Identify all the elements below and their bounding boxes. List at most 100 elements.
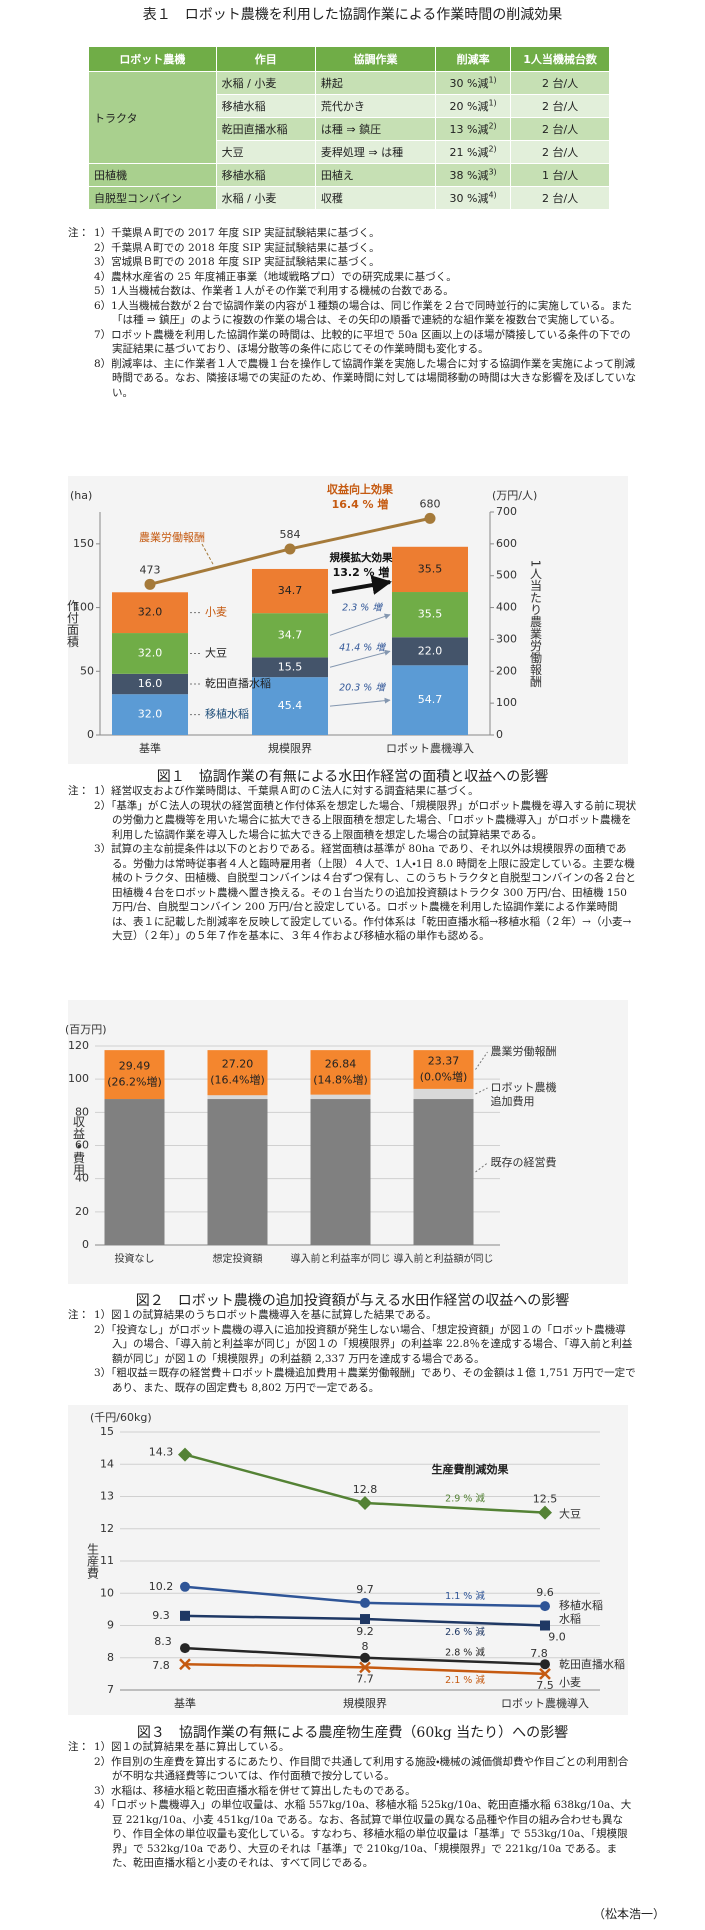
bar-segment: [252, 613, 328, 658]
note-item: 2）千葉県Ａ町での 2018 年度 SIP 実証試験結果に基づく。: [94, 241, 380, 254]
table-header-cell: 作目: [215, 46, 316, 72]
leader-line: [201, 543, 215, 567]
line-marker: [539, 1667, 551, 1680]
rate-cell: 30 %減4): [435, 186, 512, 210]
data-label: 9.0: [548, 1631, 566, 1644]
line-marker: [179, 1658, 191, 1671]
bar-segment: [104, 1099, 165, 1245]
y-tick-label: 120: [68, 1039, 89, 1052]
series-label: 小麦: [559, 1676, 581, 1689]
data-label: 10.2: [149, 1580, 174, 1593]
note-item: 2）「基準」がＣ法人の現状の経営面積と作付体系を想定した場合、「規模限界」がロボ…: [94, 799, 637, 841]
y-tick-label: 80: [75, 1105, 89, 1118]
bar-segment: [392, 637, 468, 666]
data-label: 8: [362, 1640, 369, 1653]
y2-unit: (万円/人): [492, 489, 537, 502]
bar-segment: [310, 1094, 371, 1100]
data-label: 9.2: [356, 1625, 374, 1638]
table-header-cell: 協調作業: [314, 46, 437, 72]
line-marker: [178, 1447, 192, 1462]
bar-segment: [310, 1050, 371, 1095]
change-label: (0.0%増): [420, 1071, 468, 1084]
bar-segment: [112, 592, 188, 634]
notes-label: 注：: [68, 227, 89, 239]
rate: 30 %減: [449, 192, 489, 205]
change-label: 2.8 % 減: [445, 1646, 485, 1658]
bar-segment: [207, 1095, 268, 1100]
annotation: 41.4 % 増: [339, 643, 386, 654]
y2-tick-label: 300: [496, 632, 517, 645]
y2-axis-title: 1人当たり農業労働報酬: [529, 560, 543, 688]
work-cell: は種 ⇒ 鎮圧: [314, 117, 437, 141]
table-row: 移植水稲 荒代かき 20 %減1) 2 台/人: [89, 94, 610, 118]
y-tick-label: 0: [82, 1238, 89, 1251]
rate-ref: 1): [488, 75, 497, 85]
bar-segment: [392, 665, 468, 735]
units-cell: 2 台/人: [510, 186, 610, 210]
y-tick-label: 20: [75, 1205, 89, 1218]
data-label: 12.5: [533, 1493, 558, 1506]
bar-segment: [413, 1050, 474, 1089]
work-cell: 収穫: [314, 186, 437, 210]
note-item: 4）農林水産省の 25 年度補正事業（地域戦略プロ）での研究成果に基づく。: [94, 270, 457, 283]
change-label: 2.1 % 減: [445, 1674, 485, 1686]
crop-cell: 乾田直播水稲: [215, 117, 316, 141]
annotation: 20.3 % 増: [339, 683, 386, 694]
data-label: 34.7: [278, 584, 303, 597]
rate: 30 %減: [449, 77, 489, 90]
y2-tick-label: 200: [496, 664, 517, 677]
y-tick-label: 9: [107, 1619, 114, 1632]
y-axis-title: 作付面積: [66, 599, 80, 648]
note-item: 1）千葉県Ａ町での 2017 年度 SIP 実証試験結果に基づく。: [94, 227, 380, 239]
table-row: 大豆 麦稈処理 ⇒ は種 21 %減2) 2 台/人: [89, 140, 610, 164]
data-label: 12.8: [353, 1483, 378, 1496]
notes: 注： 1）千葉県Ａ町での 2017 年度 SIP 実証試験結果に基づく。 2）千葉県…: [68, 226, 638, 400]
note-item: 2）「投資なし」がロボット農機の導入に追加投資額が発生しない場合、「想定投資額」…: [94, 1323, 633, 1365]
data-label: 7.8: [530, 1647, 548, 1660]
y-tick-label: 100: [68, 1072, 89, 1085]
note-item: 3）水稲は、移植水稲と乾田直播水稲を併せて算出したものである。: [94, 1784, 416, 1797]
annotation: 16.4 % 増: [332, 497, 389, 511]
series-label: 移植水稲: [205, 707, 249, 721]
y2-tick-label: 500: [496, 569, 517, 582]
data-label: 9.7: [356, 1583, 374, 1596]
data-label: 35.5: [418, 608, 443, 621]
figure-caption: 図３ 協調作業の有無による農産物生産費（60kg 当たり）への影響: [136, 1725, 569, 1741]
data-label: 54.7: [418, 693, 443, 706]
x-tick-label: 規模限界: [268, 741, 312, 755]
crop-cell: 移植水稲: [215, 94, 316, 118]
change-label: 2.6 % 減: [445, 1626, 485, 1638]
leader-line: [475, 1051, 488, 1070]
x-tick-label: 基準: [174, 1696, 196, 1710]
rate-ref: 2): [488, 121, 497, 131]
bar-segment: [392, 592, 468, 638]
note-item: 3）試算の主な前提条件は以下のとおりである。経営面積は基準が 80ha であり、…: [94, 843, 636, 942]
scale-effect-arrow: [331, 575, 392, 595]
data-label: 32.0: [138, 606, 163, 619]
y-axis-title: 収益・費用: [72, 1115, 86, 1176]
rate: 20 %減: [449, 100, 489, 113]
work-cell: 麦稈処理 ⇒ は種: [314, 140, 437, 164]
data-label: 26.84: [325, 1057, 357, 1070]
note-item: 7）ロボット農機を利用した協調作業の時間は、比較的に平坦で 50a 区画以上のほ…: [94, 328, 631, 356]
crop-cell: 水稲 / 小麦: [215, 71, 316, 95]
work-cell: 荒代かき: [314, 94, 437, 118]
rate-ref: 3): [488, 167, 497, 177]
note-item: 2）作目別の生産費を算出するにあたり、作目間で共通して利用する施設・機械の減価償…: [94, 1755, 629, 1783]
note-item: 1）経営収支および作業時間は、千葉県Ａ町のＣ法人に対する調査結果に基づく。: [94, 785, 479, 797]
series-label: ロボット農機追加費用: [490, 1081, 557, 1108]
rate-cell: 30 %減1): [435, 71, 512, 95]
data-label: 473: [140, 563, 161, 576]
series-label: 移植水稲: [559, 1598, 603, 1612]
annotation: 規模拡大効果: [330, 551, 393, 564]
x-tick-label: 想定投資額: [213, 1252, 263, 1265]
rate: 13 %減: [449, 123, 489, 136]
y-tick-label: 50: [80, 664, 94, 677]
table: ロボット農機 作目 協調作業 削減率 1人当機械台数 トラクタ 水稲 / 小麦 耕起 30 %減…: [88, 46, 610, 210]
y2-tick-label: 400: [496, 601, 517, 614]
growth-arrow: [329, 697, 391, 707]
data-label: 7.5: [536, 1679, 554, 1692]
bar-segment: [112, 673, 188, 695]
note-item: 5）1人当機械台数は、作業者１人がその作業で利用する機械の台数である。: [94, 285, 454, 297]
rate-ref: 4): [488, 190, 497, 200]
